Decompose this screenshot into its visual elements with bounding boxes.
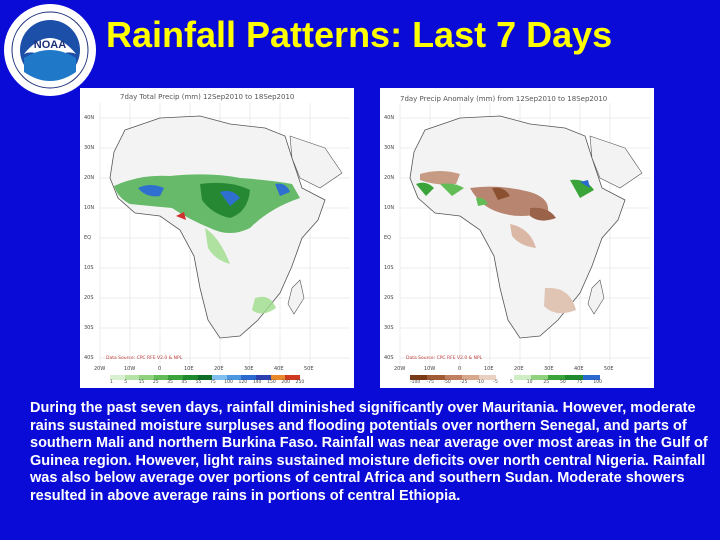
anomaly-legend-labels: -100 -75 -50 -25 -10 -5 5 10 25 50 75 100 — [410, 380, 602, 385]
page-title: Rainfall Patterns: Last 7 Days — [106, 14, 613, 55]
logo-text: NOAA — [34, 39, 66, 51]
map-source: Data Source: CPC RFE V2.0 & NPL — [106, 356, 183, 361]
total-precip-map: 7day Total Precip (mm) 12Sep2010 to 18Se… — [80, 88, 354, 388]
map-title: 7day Precip Anomaly (mm) from 12Sep2010 … — [400, 95, 608, 103]
precip-legend — [110, 375, 300, 380]
precip-anomaly-map: 7day Precip Anomaly (mm) from 12Sep2010 … — [380, 88, 654, 388]
noaa-logo: NOAA — [2, 2, 98, 98]
map-source: Data Source: CPC RFE V2.0 & NPL — [406, 356, 483, 361]
summary-text: During the past seven days, rainfall dim… — [30, 400, 708, 504]
africa-anomaly-map — [399, 103, 650, 368]
anomaly-legend — [410, 375, 600, 380]
africa-precip-map — [99, 103, 350, 368]
map-title: 7day Total Precip (mm) 12Sep2010 to 18Se… — [120, 93, 295, 101]
